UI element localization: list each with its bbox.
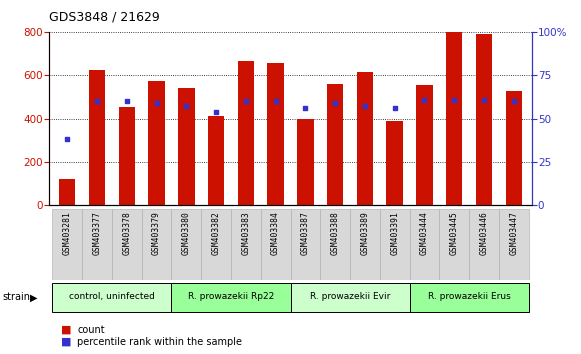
Bar: [142, 209, 171, 280]
Bar: [297, 119, 314, 205]
Bar: [357, 72, 373, 205]
Text: percentile rank within the sample: percentile rank within the sample: [77, 337, 242, 347]
Point: [390, 105, 399, 111]
Text: GSM403446: GSM403446: [479, 211, 489, 255]
Bar: [446, 32, 462, 205]
Bar: [386, 121, 403, 205]
Bar: [52, 283, 171, 312]
Bar: [416, 85, 433, 205]
Text: R. prowazekii Rp22: R. prowazekii Rp22: [188, 292, 274, 301]
Text: ■: ■: [61, 325, 71, 335]
Point: [211, 109, 221, 114]
Bar: [171, 283, 290, 312]
Bar: [148, 81, 165, 205]
Bar: [410, 283, 529, 312]
Point: [360, 104, 370, 109]
Text: ▶: ▶: [30, 292, 38, 302]
Text: R. prowazekii Evir: R. prowazekii Evir: [310, 292, 390, 301]
Bar: [52, 209, 82, 280]
Point: [241, 98, 250, 104]
Bar: [231, 209, 261, 280]
Bar: [439, 209, 469, 280]
Bar: [410, 209, 439, 280]
Point: [122, 98, 131, 104]
Bar: [59, 179, 76, 205]
Text: GSM403379: GSM403379: [152, 211, 161, 255]
Bar: [327, 84, 343, 205]
Bar: [290, 209, 320, 280]
Text: GSM403281: GSM403281: [63, 211, 71, 255]
Point: [271, 98, 280, 104]
Bar: [261, 209, 290, 280]
Text: R. prowazekii Erus: R. prowazekii Erus: [428, 292, 511, 301]
Point: [92, 98, 102, 104]
Text: GSM403447: GSM403447: [510, 211, 518, 255]
Point: [420, 97, 429, 102]
Text: control, uninfected: control, uninfected: [69, 292, 155, 301]
Text: GSM403383: GSM403383: [241, 211, 250, 255]
Text: strain: strain: [3, 292, 31, 302]
Point: [479, 97, 489, 102]
Bar: [178, 88, 195, 205]
Text: count: count: [77, 325, 105, 335]
Text: GSM403391: GSM403391: [390, 211, 399, 255]
Point: [152, 100, 161, 106]
Bar: [505, 91, 522, 205]
Bar: [476, 34, 492, 205]
Text: GSM403384: GSM403384: [271, 211, 280, 255]
Bar: [112, 209, 142, 280]
Bar: [82, 209, 112, 280]
Bar: [350, 209, 380, 280]
Text: GSM403382: GSM403382: [211, 211, 221, 255]
Bar: [208, 116, 224, 205]
Bar: [171, 209, 201, 280]
Bar: [380, 209, 410, 280]
Bar: [201, 209, 231, 280]
Text: ■: ■: [61, 337, 71, 347]
Point: [509, 98, 518, 104]
Text: GSM403378: GSM403378: [122, 211, 131, 255]
Text: GDS3848 / 21629: GDS3848 / 21629: [49, 11, 160, 24]
Text: GSM403377: GSM403377: [92, 211, 102, 255]
Text: GSM403380: GSM403380: [182, 211, 191, 255]
Text: GSM403445: GSM403445: [450, 211, 459, 255]
Point: [63, 137, 72, 142]
Bar: [499, 209, 529, 280]
Text: GSM403444: GSM403444: [420, 211, 429, 255]
Point: [301, 105, 310, 111]
Bar: [89, 70, 105, 205]
Point: [331, 100, 340, 106]
Bar: [267, 63, 284, 205]
Bar: [238, 61, 254, 205]
Point: [450, 97, 459, 102]
Bar: [290, 283, 410, 312]
Text: GSM403387: GSM403387: [301, 211, 310, 255]
Text: GSM403389: GSM403389: [360, 211, 370, 255]
Point: [182, 104, 191, 109]
Text: GSM403388: GSM403388: [331, 211, 340, 255]
Bar: [469, 209, 499, 280]
Bar: [320, 209, 350, 280]
Bar: [119, 107, 135, 205]
